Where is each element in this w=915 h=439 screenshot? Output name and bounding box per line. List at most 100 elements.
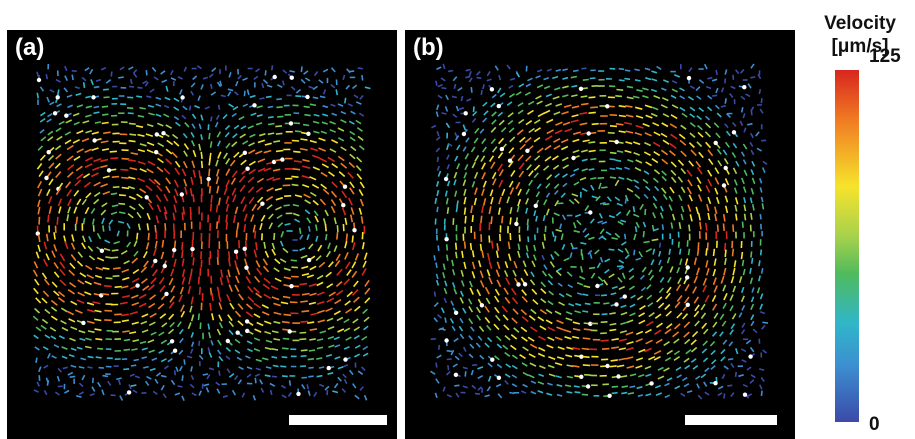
velocity-arrow (533, 136, 541, 143)
velocity-arrow (76, 198, 82, 206)
velocity-arrow (311, 183, 320, 189)
velocity-arrow (680, 205, 685, 213)
velocity-arrow (732, 224, 735, 232)
velocity-arrow (327, 156, 336, 163)
velocity-arrow (179, 304, 185, 312)
velocity-arrow (690, 149, 697, 157)
velocity-arrow (722, 213, 726, 222)
velocity-arrow (266, 187, 274, 192)
velocity-arrow (743, 197, 747, 204)
tracer-particle (585, 384, 591, 389)
velocity-arrow (477, 335, 483, 341)
velocity-arrow (626, 319, 634, 324)
velocity-arrow (711, 331, 718, 337)
velocity-arrow (192, 169, 196, 178)
velocity-arrow (572, 364, 580, 368)
tracer-particle (64, 113, 69, 118)
velocity-arrow (517, 109, 524, 115)
velocity-arrow (657, 302, 665, 309)
velocity-arrow (520, 390, 527, 394)
velocity-arrow (491, 146, 498, 153)
velocity-arrow (456, 163, 461, 170)
velocity-arrow (712, 321, 718, 328)
velocity-arrow (55, 153, 62, 160)
velocity-arrow (344, 217, 348, 225)
velocity-arrow (158, 349, 165, 354)
velocity-arrow (261, 82, 265, 89)
velocity-arrow (141, 347, 148, 351)
velocity-arrow (139, 340, 147, 345)
velocity-arrow (562, 85, 569, 89)
velocity-arrow (495, 383, 502, 388)
velocity-arrow (609, 176, 617, 179)
velocity-arrow (722, 302, 727, 309)
velocity-arrow (47, 214, 50, 223)
tracer-particle (242, 246, 247, 251)
velocity-arrow (264, 320, 272, 325)
velocity-arrow (84, 148, 92, 154)
velocity-arrow (57, 297, 65, 303)
velocity-arrow (220, 94, 226, 98)
velocity-arrow (91, 377, 94, 384)
velocity-arrow (227, 314, 233, 322)
velocity-arrow (666, 286, 672, 294)
velocity-arrow (705, 248, 708, 256)
velocity-arrow (611, 338, 619, 341)
velocity-arrow (210, 91, 217, 96)
velocity-arrow (309, 191, 317, 197)
velocity-arrow (488, 206, 492, 215)
velocity-arrow (714, 177, 720, 185)
velocity-arrow (551, 155, 559, 161)
velocity-arrow (615, 167, 623, 170)
velocity-arrow (680, 213, 684, 221)
velocity-arrow (161, 79, 168, 83)
velocity-arrow (713, 258, 717, 266)
velocity-arrow (33, 389, 39, 393)
velocity-arrow (654, 329, 662, 335)
velocity-arrow (482, 84, 485, 90)
velocity-arrow (240, 196, 246, 205)
tracer-particle (280, 157, 285, 162)
velocity-arrow (629, 385, 636, 389)
scale-bar-b (685, 415, 777, 425)
velocity-arrow (698, 79, 705, 84)
velocity-arrow (319, 157, 328, 163)
velocity-arrow (178, 365, 183, 372)
velocity-arrow (234, 206, 239, 215)
velocity-arrow (444, 190, 448, 197)
velocity-arrow (288, 380, 292, 386)
velocity-arrow (353, 326, 361, 332)
velocity-arrow (508, 127, 515, 133)
velocity-arrow (241, 392, 246, 398)
tracer-particle (55, 95, 60, 100)
velocity-arrow (183, 150, 188, 157)
velocity-arrow (252, 395, 256, 401)
velocity-arrow (430, 338, 436, 341)
velocity-arrow (686, 390, 693, 394)
velocity-arrow (133, 240, 138, 247)
velocity-arrow (126, 222, 131, 229)
tracer-particle (685, 265, 690, 270)
velocity-arrow (191, 123, 196, 129)
velocity-arrow (253, 286, 260, 294)
velocity-arrow (454, 190, 458, 197)
velocity-arrow (505, 363, 512, 368)
velocity-arrow (354, 344, 361, 349)
velocity-arrow (254, 377, 257, 384)
velocity-arrow (269, 382, 276, 387)
velocity-arrow (77, 279, 85, 285)
velocity-arrow (216, 131, 222, 138)
tracer-particle (326, 365, 331, 371)
velocity-arrow (200, 151, 203, 160)
velocity-arrow (153, 179, 161, 186)
velocity-arrow (761, 139, 767, 142)
velocity-arrow (518, 234, 521, 242)
velocity-arrow (634, 226, 638, 233)
velocity-arrow (34, 346, 40, 351)
velocity-arrow (674, 301, 681, 309)
velocity-arrow (302, 165, 311, 169)
velocity-arrow (168, 313, 175, 320)
velocity-arrow (208, 158, 211, 166)
velocity-arrow (652, 202, 658, 209)
velocity-arrow (557, 282, 563, 287)
